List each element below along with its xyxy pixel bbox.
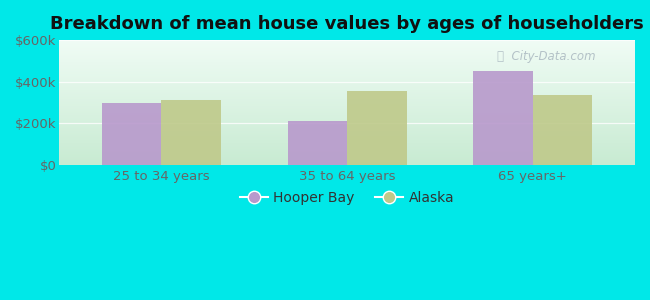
Bar <box>347 91 406 165</box>
Bar <box>533 95 592 165</box>
Bar <box>161 100 221 165</box>
Bar <box>473 71 533 165</box>
Title: Breakdown of mean house values by ages of householders: Breakdown of mean house values by ages o… <box>50 15 644 33</box>
Bar <box>288 121 347 165</box>
Legend: Hooper Bay, Alaska: Hooper Bay, Alaska <box>235 185 460 210</box>
Bar <box>102 103 161 165</box>
Text: ⓘ  City-Data.com: ⓘ City-Data.com <box>497 50 595 63</box>
